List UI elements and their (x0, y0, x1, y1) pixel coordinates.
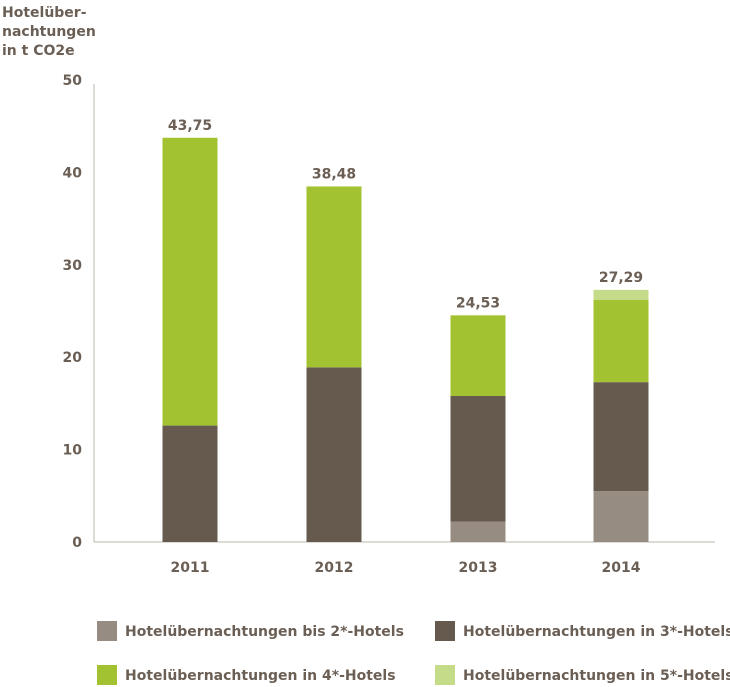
bar-segment-2011-series-3 (162, 137, 218, 426)
y-tick-label: 20 (63, 350, 83, 366)
y-tick-labels: 0 10 20 30 40 50 (63, 73, 83, 551)
x-tick-label: 2013 (459, 560, 498, 576)
legend-swatch (435, 621, 455, 641)
bar-total-labels: 43,75 38,48 24,53 27,29 (168, 118, 643, 312)
bars (162, 137, 649, 542)
bar-segment-2014-series-1 (593, 491, 649, 542)
bar-segment-2014-series-3 (593, 300, 649, 383)
legend-label: Hotelübernachtungen in 3*-Hotels (463, 624, 730, 640)
y-axis-label-line-1: Hotelüber- (2, 5, 87, 21)
legend-label: Hotelübernachtungen bis 2*-Hotels (125, 624, 404, 640)
y-axis-label-line-3: in t CO2e (2, 43, 75, 59)
legend: Hotelübernachtungen bis 2*-Hotels Hotelüb… (97, 621, 730, 685)
legend-label: Hotelübernachtungen in 5*-Hotels (463, 668, 730, 684)
y-tick-label: 0 (72, 535, 82, 551)
x-tick-label: 2014 (602, 560, 641, 576)
bar-segment-2014-series-2 (593, 382, 649, 492)
y-tick-label: 40 (63, 165, 83, 181)
y-axis-label-line-2: nachtungen (2, 24, 96, 40)
bar-segment-2011-series-2 (162, 425, 218, 542)
bar-segment-2013-series-1 (450, 521, 506, 542)
legend-swatch (435, 665, 455, 685)
bar-segment-2014-series-4 (593, 289, 649, 301)
x-tick-label: 2011 (171, 560, 210, 576)
legend-label: Hotelübernachtungen in 4*-Hotels (125, 668, 396, 684)
x-tick-label: 2012 (315, 560, 354, 576)
y-tick-label: 30 (63, 258, 83, 274)
bar-segment-2013-series-3 (450, 315, 506, 397)
bar-total-label: 24,53 (456, 295, 500, 311)
legend-swatch (97, 665, 117, 685)
bar-segment-2012-series-3 (306, 186, 362, 368)
y-tick-label: 10 (63, 443, 83, 459)
legend-swatch (97, 621, 117, 641)
bar-total-label: 27,29 (599, 270, 643, 286)
bar-total-label: 43,75 (168, 118, 212, 134)
bar-segment-2013-series-2 (450, 396, 506, 522)
x-tick-labels: 2011 2012 2013 2014 (171, 560, 641, 576)
bar-total-label: 38,48 (312, 166, 356, 182)
bar-segment-2012-series-2 (306, 367, 362, 542)
y-tick-label: 50 (63, 73, 83, 89)
